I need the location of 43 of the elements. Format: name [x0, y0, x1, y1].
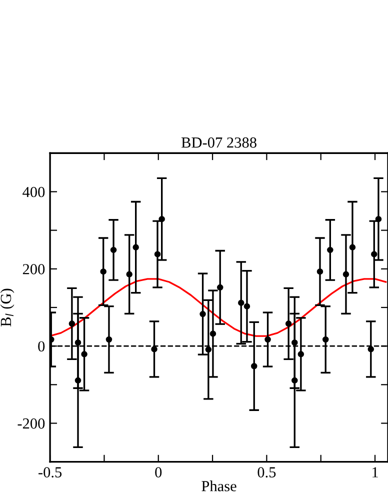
point: [250, 363, 258, 370]
point: [110, 246, 117, 254]
y-axis-title: B$_{l}$ (G): [0, 288, 14, 326]
x-tick-label: 0.5: [258, 467, 276, 478]
point: [327, 246, 334, 254]
point: [154, 251, 161, 258]
point: [132, 244, 139, 250]
point: [74, 339, 82, 346]
point: [316, 268, 324, 275]
point: [342, 271, 350, 278]
chart-title: BD-07 2388: [181, 137, 256, 148]
x-tick-label: 1: [372, 467, 378, 478]
y-tick-label: 400: [22, 186, 45, 198]
point: [100, 268, 106, 275]
x-axis-title: Phase: [202, 480, 236, 492]
y-tick-label: 200: [22, 264, 45, 274]
point: [126, 271, 132, 278]
point: [210, 330, 216, 337]
point: [158, 216, 165, 222]
point: [81, 351, 88, 358]
y-tick-label: -200: [18, 418, 45, 429]
point: [298, 351, 304, 358]
point: [151, 346, 158, 352]
point: [74, 377, 82, 384]
point: [244, 303, 250, 310]
point: [292, 377, 298, 384]
point: [285, 320, 292, 327]
point: [322, 336, 329, 343]
point: [292, 339, 298, 346]
point: [106, 336, 112, 343]
point: [349, 244, 356, 250]
point: [205, 346, 212, 353]
y-tick-label: 0: [38, 341, 45, 352]
x-tick-label: 0: [155, 467, 162, 478]
point: [216, 284, 224, 291]
point: [371, 251, 378, 258]
point: [375, 216, 382, 222]
point: [200, 310, 206, 318]
point: [238, 300, 244, 306]
point: [368, 346, 374, 352]
point: [264, 336, 271, 343]
x-tick-label: -0.5: [38, 467, 62, 478]
point: [68, 320, 76, 327]
